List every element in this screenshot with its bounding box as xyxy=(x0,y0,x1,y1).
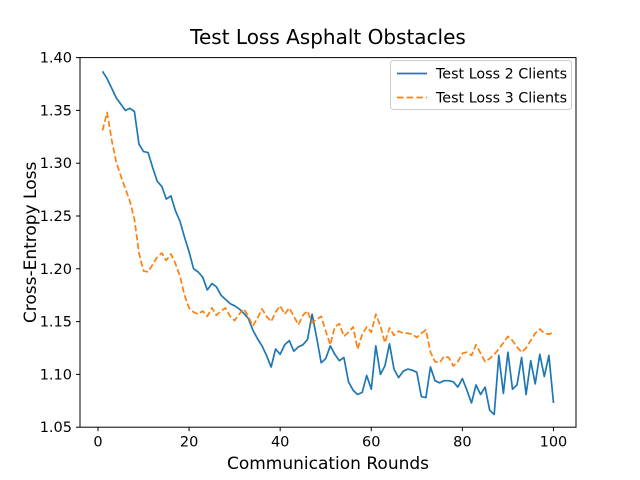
x-tick-label: 20 xyxy=(180,435,198,451)
y-tick-label: 1.40 xyxy=(40,51,72,67)
legend-label-2clients: Test Loss 2 Clients xyxy=(435,67,567,83)
y-axis-label: Cross-Entropy Loss xyxy=(21,162,41,324)
series-line-3clients xyxy=(101,111,554,367)
series-layer xyxy=(101,70,555,416)
x-tick-label: 0 xyxy=(93,435,102,451)
y-tick-label: 1.10 xyxy=(40,367,72,383)
legend-label-3clients: Test Loss 3 Clients xyxy=(435,91,567,107)
x-axis-label: Communication Rounds xyxy=(227,454,429,474)
x-tick-label: 100 xyxy=(540,435,568,451)
tick-layer: 0 20 40 60 80 100 1.05 1.10 1.15 1.20 1.25 1.30 1.35… xyxy=(40,51,568,451)
x-tick-label: 80 xyxy=(453,435,471,451)
axes-spines xyxy=(79,57,577,428)
x-tick-label: 60 xyxy=(362,435,380,451)
y-tick-label: 1.20 xyxy=(40,262,72,278)
y-tick-label: 1.05 xyxy=(40,420,72,436)
chart-title: Test Loss Asphalt Obstacles xyxy=(189,25,466,49)
legend: Test Loss 2 Clients Test Loss 3 Clients xyxy=(390,60,572,110)
legend-box xyxy=(390,60,572,110)
y-tick-label: 1.35 xyxy=(40,103,72,119)
y-tick-label: 1.15 xyxy=(40,315,72,331)
series-line-2clients xyxy=(101,70,555,416)
y-tick-label: 1.25 xyxy=(40,209,72,225)
x-tick-label: 40 xyxy=(271,435,289,451)
y-tick-label: 1.30 xyxy=(40,156,72,172)
